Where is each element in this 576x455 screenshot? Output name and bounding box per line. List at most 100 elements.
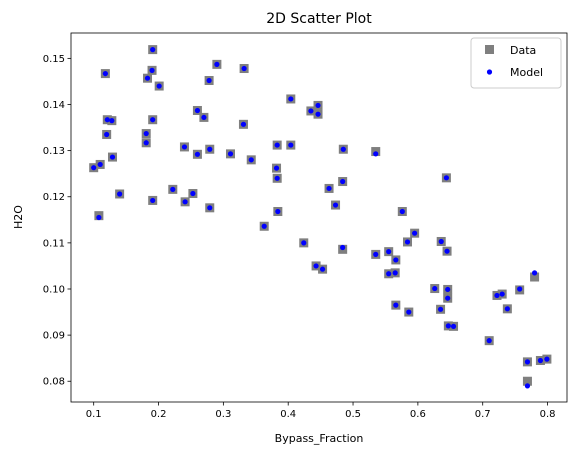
model-point [143, 140, 149, 146]
legend-label-data: Data [510, 44, 536, 57]
model-point [326, 185, 332, 192]
chart-title: 2D Scatter Plot [266, 11, 372, 27]
model-point [201, 114, 207, 121]
model-point [149, 67, 155, 73]
model-point [437, 306, 444, 312]
data-point [530, 272, 540, 282]
model-point [412, 230, 418, 236]
model-point [288, 96, 294, 102]
model-point [109, 154, 116, 160]
model-point [91, 165, 97, 171]
model-point [438, 238, 444, 245]
model-point [392, 270, 398, 276]
legend-marker-model [486, 69, 493, 75]
model-point [315, 111, 321, 117]
model-point [406, 309, 412, 315]
model-point [273, 165, 280, 171]
model-point [319, 266, 326, 272]
model-point [444, 248, 450, 254]
model-point [104, 117, 110, 123]
x-axis-label: Bypass_Fraction [275, 432, 364, 445]
model-point [206, 77, 212, 84]
model-point [170, 186, 176, 192]
model-point [399, 208, 405, 215]
model-point [450, 323, 457, 329]
x-tick-label: 0.4 [280, 409, 296, 420]
x-tick-label: 0.7 [475, 409, 491, 420]
legend: Data Model [470, 37, 562, 89]
model-point [340, 178, 346, 185]
x-tick-label: 0.1 [86, 409, 102, 420]
model-point [301, 240, 307, 246]
x-tick-label: 0.3 [215, 409, 231, 420]
plot-area [71, 33, 567, 402]
y-axis: 0.08 0.09 0.10 0.11 0.12 0.13 0.14 0.15 [43, 54, 71, 388]
model-point [373, 151, 379, 157]
model-point [432, 285, 438, 292]
model-point [308, 108, 314, 114]
x-tick-label: 0.5 [345, 409, 361, 420]
model-point [404, 239, 411, 245]
model-point [194, 151, 201, 157]
model-point [117, 191, 123, 197]
model-point [373, 251, 379, 257]
model-point [109, 118, 115, 124]
model-point [288, 142, 294, 148]
model-point [517, 286, 523, 292]
model-point [240, 121, 247, 127]
model-point [102, 70, 108, 77]
model-point [150, 47, 156, 53]
model-point [445, 323, 451, 329]
model-point [445, 286, 451, 293]
model-point [207, 205, 213, 211]
model-point [144, 75, 151, 81]
points-layer [89, 45, 552, 389]
model-point [227, 151, 234, 157]
y-tick-label: 0.08 [43, 377, 65, 388]
model-point [494, 292, 500, 299]
model-point [524, 359, 531, 365]
model-point [143, 130, 149, 137]
model-point [531, 270, 538, 276]
y-tick-label: 0.15 [43, 54, 65, 65]
model-point [241, 65, 247, 72]
x-tick-label: 0.8 [540, 409, 556, 420]
axes-frame [70, 32, 568, 403]
model-point [274, 142, 280, 148]
y-tick-label: 0.14 [43, 100, 65, 111]
legend-label-model: Model [510, 66, 543, 79]
model-point [340, 146, 346, 152]
x-tick-label: 0.2 [151, 409, 167, 420]
legend-marker-data [485, 45, 494, 54]
y-tick-label: 0.10 [43, 284, 65, 295]
y-axis-label: H2O [12, 205, 25, 229]
model-point [248, 157, 254, 163]
model-point [313, 263, 319, 269]
model-point [182, 199, 188, 205]
model-point [261, 223, 267, 229]
model-point [537, 357, 544, 364]
x-tick-label: 0.6 [410, 409, 426, 420]
model-point [214, 61, 220, 67]
model-point [150, 117, 156, 123]
model-point [524, 383, 531, 389]
model-point [315, 102, 321, 109]
x-axis: 0.1 0.2 0.3 0.4 0.5 0.6 0.7 0.8 [86, 402, 556, 420]
model-point [340, 244, 346, 251]
model-point [332, 202, 339, 208]
y-tick-label: 0.12 [43, 192, 65, 203]
model-point [393, 302, 399, 308]
model-point [194, 107, 201, 114]
model-point [499, 291, 505, 297]
model-point [393, 257, 399, 263]
axes-background [71, 33, 567, 402]
y-tick-label: 0.13 [43, 146, 65, 157]
model-point [386, 271, 392, 277]
model-point [275, 208, 281, 215]
model-point [544, 356, 550, 362]
model-point [274, 175, 280, 181]
model-point [96, 214, 102, 221]
model-point [104, 131, 110, 138]
model-point [190, 190, 196, 197]
